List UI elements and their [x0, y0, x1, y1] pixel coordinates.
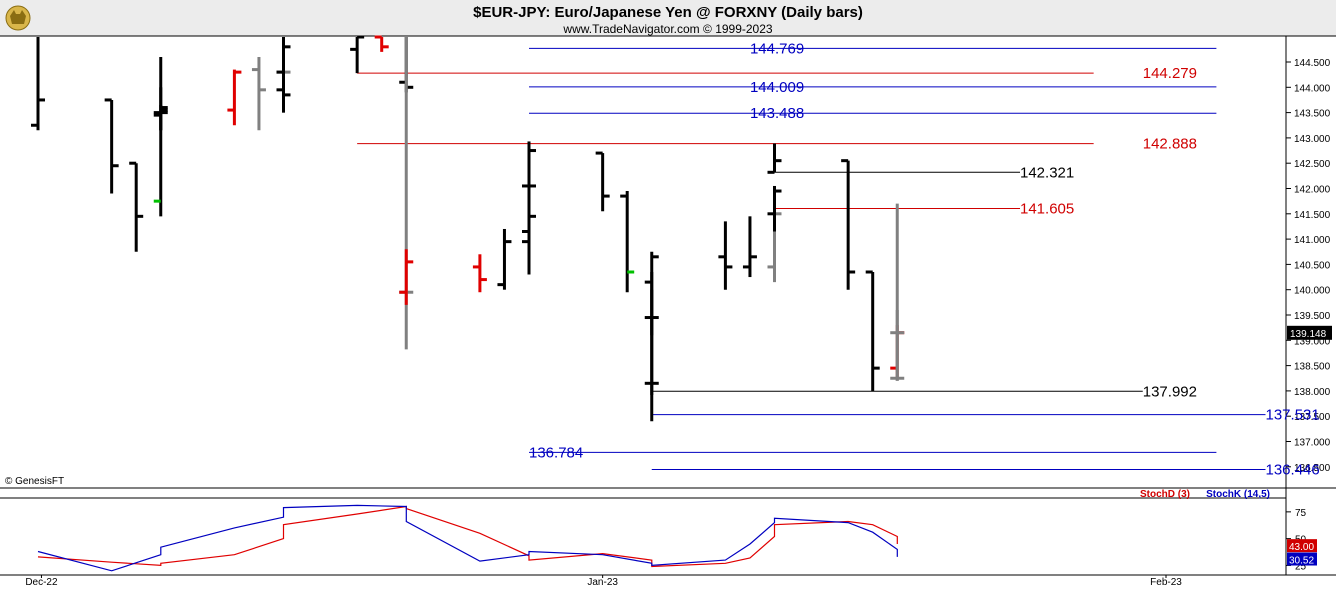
stoch-legend: StochD (3) StochK (14,5) — [1140, 489, 1270, 500]
ohlc-bar — [227, 69, 242, 126]
ohlc-bar — [767, 185, 782, 232]
ohlc-bar — [399, 249, 414, 305]
stoch-tick-label: 75 — [1295, 508, 1307, 519]
ohlc-bar — [374, 35, 389, 52]
level-label: 144.009 — [750, 79, 804, 96]
ohlc-bar — [595, 151, 610, 212]
price-tick-label: 138.000 — [1294, 387, 1331, 398]
level-label: 141.605 — [1020, 200, 1074, 217]
ohlc-bar — [350, 35, 365, 74]
ohlc-bar — [767, 143, 782, 174]
date-tick-label: Dec-22 — [25, 577, 58, 588]
stochk-value-box-label: 30.52 — [1289, 556, 1314, 567]
stochd-value-box-label: 43.00 — [1289, 542, 1314, 553]
price-tick-label: 140.500 — [1294, 260, 1331, 271]
ohlc-bar — [522, 141, 536, 194]
price-tick-label: 137.000 — [1294, 438, 1331, 449]
stoch-series-line — [37, 505, 898, 568]
price-tick-label: 144.500 — [1294, 58, 1331, 69]
level-label: 144.769 — [750, 40, 804, 57]
stochk-value-box — [1287, 552, 1317, 566]
ohlc-bar — [718, 221, 733, 290]
ohlc-bar — [644, 251, 659, 395]
ohlc-bar — [153, 56, 168, 131]
level-label: 136.784 — [529, 444, 583, 461]
ohlc-bar — [104, 98, 119, 194]
date-tick-label: Jan-23 — [587, 577, 618, 588]
chart-subtitle: www.TradeNavigator.com © 1999-2023 — [562, 22, 772, 36]
header-band — [0, 0, 1336, 36]
legend-stochk: StochK (14,5) — [1206, 489, 1270, 500]
level-label: 137.992 — [1143, 383, 1197, 400]
last-price-label: 139.148 — [1290, 329, 1327, 340]
level-label: 144.279 — [1143, 65, 1197, 82]
last-price-box — [1287, 325, 1332, 340]
ohlc-bar — [742, 216, 757, 278]
price-tick-label: 137.500 — [1294, 412, 1331, 423]
ohlc-bar — [251, 56, 266, 131]
ohlc-bar — [472, 254, 487, 293]
chart-title: $EUR-JPY: Euro/Japanese Yen @ FORXNY (Da… — [473, 4, 863, 21]
price-tick-label: 139.500 — [1294, 311, 1331, 322]
level-label: 136.446 — [1266, 462, 1320, 479]
price-tick-label: 138.500 — [1294, 362, 1331, 373]
price-tick-label: 139.000 — [1294, 336, 1331, 347]
level-label: 143.488 — [750, 105, 804, 122]
legend-stochd: StochD (3) — [1140, 489, 1190, 500]
stoch-tick-label: 25 — [1295, 561, 1307, 572]
ohlc-bar — [276, 37, 291, 113]
ohlc-bar — [890, 203, 905, 381]
price-tick-label: 136.500 — [1294, 463, 1331, 474]
price-tick-label: 142.500 — [1294, 159, 1331, 170]
ohlc-bar — [865, 270, 880, 392]
price-tick-label: 143.500 — [1294, 109, 1331, 120]
price-tick-label: 144.000 — [1294, 83, 1331, 94]
stoch-series-line — [37, 504, 898, 572]
bull-logo-icon — [5, 5, 31, 31]
price-tick-label: 141.500 — [1294, 210, 1331, 221]
date-axis: Dec-22 Jan-23 Feb-23 — [25, 575, 1182, 588]
price-tick-label: 140.000 — [1294, 286, 1331, 297]
ohlc-bar — [31, 37, 45, 131]
level-label: 137.531 — [1266, 407, 1320, 424]
ohlc-bar — [129, 161, 144, 252]
ohlc-bar — [841, 159, 856, 290]
date-tick-label: Feb-23 — [1150, 577, 1182, 588]
ohlc-bar — [497, 228, 512, 290]
price-tick-label: 142.000 — [1294, 185, 1331, 196]
price-levels: 144.769 144.279 144.009 143.488 142.888 142.3… — [357, 40, 1320, 479]
price-tick-label: 143.000 — [1294, 134, 1331, 145]
level-label: 142.321 — [1020, 164, 1074, 181]
level-label: 142.888 — [1143, 136, 1197, 153]
stochd-value-box — [1287, 539, 1317, 553]
price-tick-label: 141.000 — [1294, 235, 1331, 246]
price-axis: 144.500 144.000 143.500 143.000 142.500 142.0… — [1286, 58, 1332, 474]
ohlc-bars — [31, 35, 905, 422]
watermark: © GenesisFT — [5, 476, 64, 487]
ohlc-bar — [620, 191, 635, 293]
